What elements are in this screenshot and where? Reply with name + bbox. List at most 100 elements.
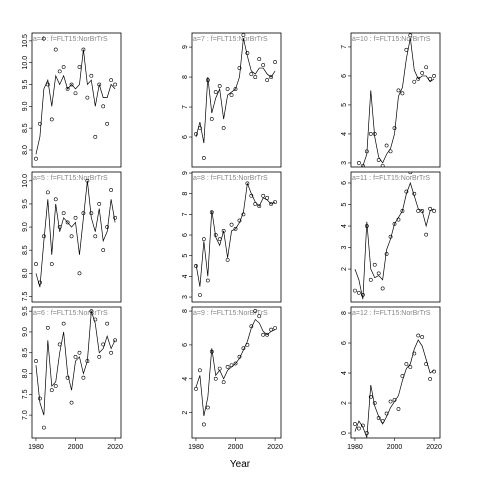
y-tick-label: 7.5 <box>22 389 29 399</box>
y-tick-label: 5 <box>341 202 348 206</box>
panel-title: a=10 : f=FLT15:NorBrTrS <box>352 36 431 43</box>
point <box>408 172 413 175</box>
point <box>412 351 417 356</box>
point <box>45 325 50 330</box>
trend-line <box>354 181 435 300</box>
point <box>360 163 365 167</box>
point <box>396 407 401 411</box>
y-tick-label: 10.5 <box>22 34 29 48</box>
point <box>57 69 62 74</box>
point <box>73 91 78 96</box>
point <box>53 384 58 388</box>
point <box>89 211 94 216</box>
x-tick-label: 1980 <box>28 444 44 451</box>
y-tick-label: 4 <box>341 224 348 228</box>
y-tick-label: 9.0 <box>22 327 29 337</box>
y-tick-label: 7.5 <box>22 291 29 301</box>
point <box>265 78 270 82</box>
point <box>257 57 262 61</box>
point <box>45 190 50 195</box>
panel-frame <box>350 306 441 439</box>
plot-area: a=8 : f=FLT15:NorBrTrS <box>193 175 277 297</box>
point <box>225 365 230 369</box>
point <box>97 355 102 359</box>
y-tick-label: 9 <box>182 171 189 175</box>
point <box>73 355 78 359</box>
point <box>61 321 66 326</box>
point <box>380 163 385 167</box>
point <box>416 76 421 81</box>
point <box>432 74 436 78</box>
point <box>65 220 70 225</box>
point <box>105 121 110 126</box>
point <box>69 400 74 405</box>
y-tick-label: 8 <box>182 192 189 196</box>
panel: a=7 : f=FLT15:NorBrTrS 6 7 8 9 <box>182 32 282 168</box>
point <box>217 366 222 371</box>
panel-frame <box>31 32 122 168</box>
x-tick-label: 2020 <box>107 444 123 451</box>
panel-title: a=9 : f=FLT15:NorBrTrS <box>193 310 268 317</box>
y-tick-label: 4 <box>341 132 348 136</box>
point <box>89 73 94 78</box>
x-axis-label: Year <box>230 459 251 470</box>
panel-frame <box>31 306 122 439</box>
y-tick-label: 7 <box>182 212 189 216</box>
y-tick-label: 9.0 <box>22 222 29 232</box>
trend-line <box>354 339 435 438</box>
y-tick-label: 6 <box>182 343 189 347</box>
point <box>61 65 66 69</box>
trend-line <box>35 49 116 155</box>
point <box>85 95 90 100</box>
point <box>249 72 254 76</box>
point <box>416 333 421 338</box>
point <box>261 63 266 67</box>
point <box>404 362 409 366</box>
point <box>353 422 357 426</box>
panel-title: a=11 : f=FLT15:NorBrTrS <box>352 175 430 182</box>
y-tick-label: 8.0 <box>22 268 29 278</box>
point <box>53 197 58 202</box>
y-tick-label: 9.5 <box>22 199 29 209</box>
panel: a=10 : f=FLT15:NorBrTrS 3 4 5 6 7 <box>341 32 441 168</box>
point <box>357 426 361 431</box>
point <box>428 206 433 211</box>
point <box>420 71 425 75</box>
point <box>428 377 433 381</box>
point <box>229 93 234 97</box>
point <box>194 132 198 136</box>
y-tick-label: 6 <box>182 233 189 237</box>
point <box>273 326 277 330</box>
point <box>113 82 117 87</box>
y-tick-label: 9 <box>182 45 189 49</box>
point <box>93 134 98 139</box>
panel-frame <box>350 32 441 168</box>
point <box>109 78 114 83</box>
y-tick-label: 10.0 <box>22 174 29 188</box>
point <box>253 309 258 313</box>
y-tick-label: 7 <box>341 45 348 49</box>
point <box>101 248 106 253</box>
point <box>269 75 274 79</box>
point <box>253 75 258 79</box>
point <box>69 234 74 239</box>
x-tick-label: 2000 <box>68 444 84 451</box>
point <box>34 156 38 161</box>
point <box>392 221 397 226</box>
point <box>73 215 78 220</box>
y-tick-label: 2 <box>341 267 348 271</box>
point <box>81 211 86 216</box>
point <box>273 200 277 204</box>
trend-line <box>35 311 116 416</box>
y-tick-label: 6 <box>341 341 348 345</box>
y-tick-label: 9.5 <box>22 306 29 316</box>
point <box>241 33 246 37</box>
y-tick-label: 0 <box>341 431 348 435</box>
y-tick-label: 2 <box>341 401 348 405</box>
panel-frame <box>350 171 441 303</box>
panel: a=9 : f=FLT15:NorBrTrS 2 4 6 8 1980 2000 2020 <box>182 306 283 451</box>
y-tick-label: 8.5 <box>22 348 29 358</box>
y-tick-label: 3 <box>341 161 348 165</box>
point <box>233 226 238 231</box>
trend-line <box>35 180 116 288</box>
